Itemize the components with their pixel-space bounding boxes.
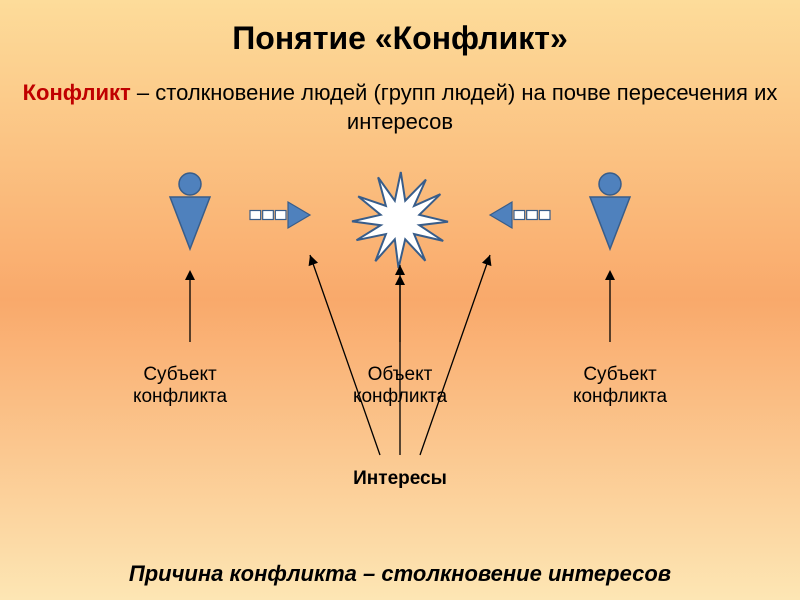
definition-text: Конфликт – столкновение людей (групп люд… bbox=[0, 79, 800, 136]
conflict-diagram: Субъектконфликта Объектконфликта Субъектко… bbox=[0, 170, 800, 570]
label-subject-left: Субъектконфликта bbox=[133, 364, 228, 407]
diagram-svg: Субъектконфликта Объектконфликта Субъектко… bbox=[0, 170, 800, 570]
definition-term: Конфликт bbox=[23, 80, 131, 105]
slide-title: Понятие «Конфликт» bbox=[0, 0, 800, 57]
label-object: Объектконфликта bbox=[353, 364, 448, 407]
label-subject-right: Субъектконфликта bbox=[573, 364, 668, 407]
slide-content: Понятие «Конфликт» Конфликт – столкновен… bbox=[0, 0, 800, 600]
definition-rest: – столкновение людей (групп людей) на по… bbox=[131, 80, 778, 134]
label-interests: Интересы bbox=[353, 468, 447, 489]
cause-text: Причина конфликта – столкновение интерес… bbox=[0, 561, 800, 586]
